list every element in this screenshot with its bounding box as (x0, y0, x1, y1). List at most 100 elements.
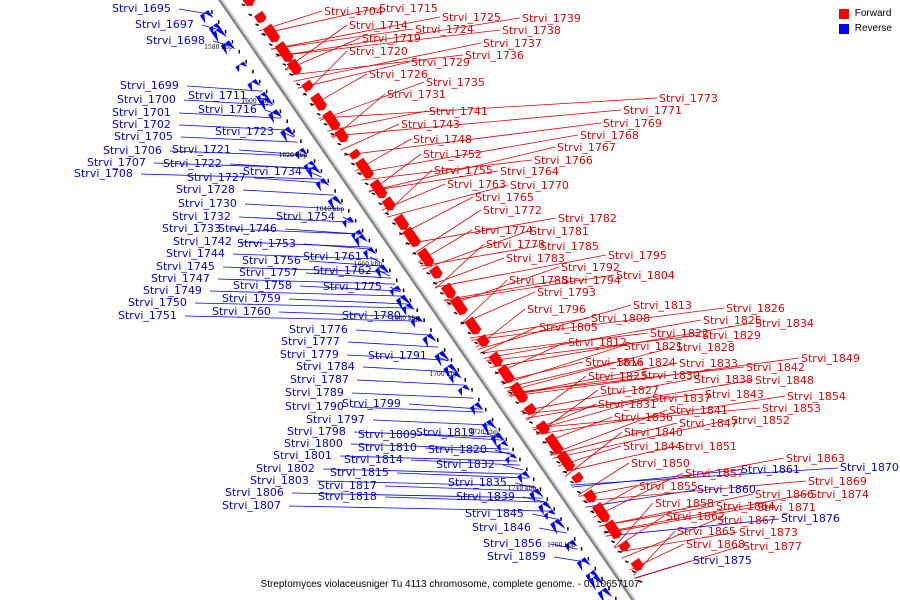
axis-tick (631, 570, 636, 573)
reverse-gene-label: Strvi_1817 (318, 479, 377, 492)
axis-tick (529, 421, 533, 424)
forward-leader-line (549, 409, 668, 455)
reverse-gene-label: Strvi_1800 (284, 437, 343, 450)
reverse-gene-arrow (259, 96, 274, 112)
axis-tick (398, 232, 403, 235)
reverse-leader-line (316, 480, 535, 487)
forward-gene-label: Strvi_1785 (540, 240, 599, 253)
forward-leader-line (577, 462, 630, 496)
forward-gene-label: Strvi_1838 (694, 373, 753, 386)
reverse-gene-label: Strvi_1806 (225, 486, 284, 499)
reverse-leader-line (346, 354, 448, 361)
reverse-gene-label: Strvi_1759 (222, 292, 281, 305)
axis-tick (556, 460, 561, 464)
reverse-leader-line (424, 434, 503, 441)
forward-gene-label: Strvi_1871 (757, 501, 816, 514)
reverse-gene-label: Strvi_1706 (103, 144, 162, 157)
reverse-leader-line (339, 455, 518, 462)
reverse-gene-arrow (363, 246, 377, 260)
forward-gene-label: Strvi_1836 (614, 411, 673, 424)
reverse-gene-arrow (395, 294, 412, 311)
reverse-gene-label: Strvi_1798 (287, 425, 346, 438)
reverse-gene-label: Strvi_1820 (428, 443, 487, 456)
reverse-leader-line (424, 447, 512, 454)
reverse-gene-arrow (538, 501, 553, 516)
axis-tick (440, 291, 444, 295)
axis-tick (583, 500, 588, 504)
forward-gene-label: Strvi_1821 (624, 340, 683, 353)
reverse-gene-label: Strvi_1803 (250, 474, 309, 487)
axis-tick (323, 122, 328, 126)
forward-gene-arrow (253, 10, 267, 24)
reverse-leader-line (288, 298, 410, 305)
reverse-gene-label: Strvi_1780 (342, 309, 401, 322)
reverse-leader-line (242, 189, 334, 196)
axis-tick (618, 550, 622, 554)
reverse-gene-label: Strvi_1699 (120, 79, 179, 92)
reverse-leader-line (291, 492, 543, 499)
forward-gene-label: Strvi_1852 (731, 414, 790, 427)
axis-tick (494, 371, 499, 375)
forward-leader-line (617, 531, 738, 553)
forward-gene-arrow (467, 321, 482, 335)
forward-gene-arrow (455, 303, 468, 316)
axis-tick (371, 192, 376, 196)
reverse-gene-label: Strvi_1835 (448, 476, 507, 489)
reverse-gene-label: Strvi_1750 (128, 296, 187, 309)
reverse-gene-label: Strvi_1744 (166, 247, 225, 260)
axis-tick (611, 540, 616, 544)
genome-caption: Streptomyces violaceusniger Tu 4113 chro… (260, 579, 640, 590)
forward-gene-label: Strvi_1825 (703, 314, 762, 327)
reverse-gene-arrow (294, 147, 308, 161)
axis-tick (535, 431, 540, 434)
forward-gene-label: Strvi_1826 (726, 302, 785, 315)
forward-gene-arrow (562, 458, 576, 472)
forward-leader-line (483, 319, 702, 359)
reverse-gene-arrow (303, 160, 316, 173)
reverse-leader-line (502, 464, 524, 471)
forward-leader-line (405, 217, 557, 245)
axis-tick (515, 401, 520, 404)
reverse-gene-label: Strvi_1700 (117, 93, 176, 106)
reverse-leader-line (384, 485, 538, 492)
axis-tick (268, 43, 273, 47)
forward-leader-line (288, 54, 464, 76)
forward-leader-line (432, 257, 505, 285)
forward-gene-label: Strvi_1805 (539, 321, 598, 334)
forward-leader-line (506, 346, 675, 392)
axis-tick (344, 152, 349, 156)
reverse-gene-arrow (280, 126, 296, 143)
forward-gene-label: Strvi_1847 (679, 417, 738, 430)
forward-gene-label: Strvi_1737 (483, 37, 542, 50)
forward-gene-label: Strvi_1855 (639, 480, 698, 493)
forward-gene-arrow (630, 557, 644, 571)
reverse-leader-line (278, 311, 418, 318)
forward-leader-line (343, 122, 602, 156)
forward-gene-label: Strvi_1766 (534, 154, 593, 167)
forward-leader-line (292, 42, 482, 82)
forward-leader-line (501, 345, 623, 385)
forward-leader-line (552, 419, 730, 459)
axis-tick (501, 381, 506, 385)
forward-leader-line (435, 243, 485, 289)
axis-tick (330, 132, 335, 136)
axis-tick (412, 252, 417, 255)
scale-label: 1720 kbp (469, 429, 498, 436)
forward-gene-arrow (408, 234, 421, 248)
forward-gene-label: Strvi_1755 (434, 164, 493, 177)
reverse-gene-arrow (199, 10, 214, 24)
reverse-gene-label: Strvi_1801 (273, 449, 332, 462)
forward-gene-label: Strvi_1773 (659, 92, 718, 105)
forward-leader-line (526, 375, 587, 421)
forward-gene-label: Strvi_1763 (447, 178, 506, 191)
forward-gene-label: Strvi_1767 (557, 141, 616, 154)
reverse-gene-arrow (550, 518, 566, 535)
forward-leader-line (533, 397, 651, 431)
forward-gene-label: Strvi_1808 (591, 312, 650, 325)
forward-leader-line (489, 322, 754, 368)
forward-leader-line (635, 545, 742, 579)
forward-leader-line (270, 16, 441, 50)
reverse-gene-label: Strvi_1721 (172, 143, 231, 156)
forward-gene-arrow (277, 45, 294, 62)
